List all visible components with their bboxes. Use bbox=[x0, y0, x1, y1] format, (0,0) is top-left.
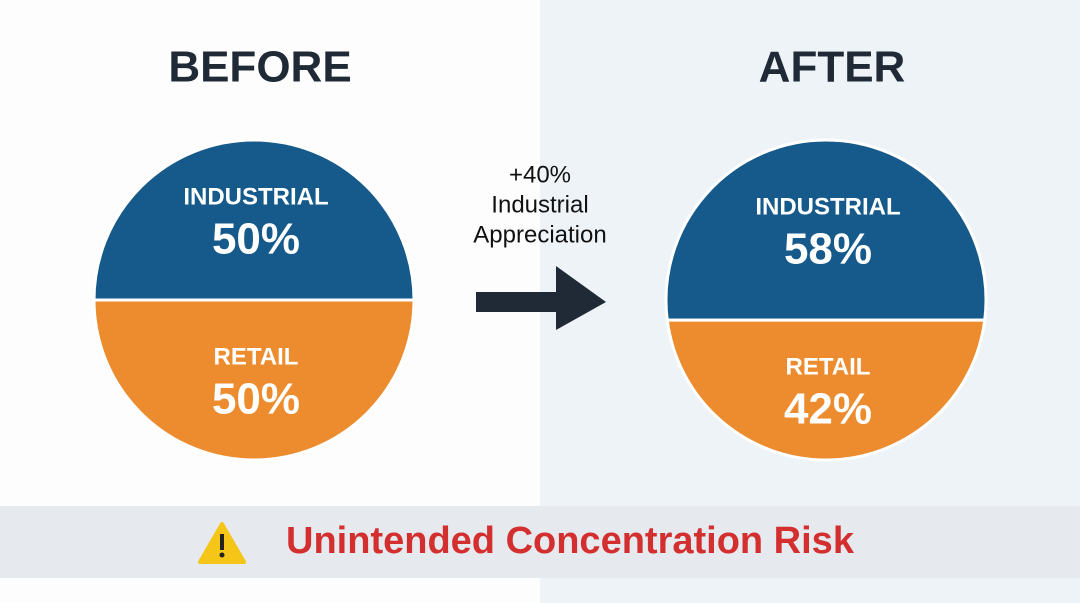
segment-name: INDUSTRIAL bbox=[755, 193, 900, 220]
arrow-shaft bbox=[476, 292, 560, 312]
banner-text: Unintended Concentration Risk bbox=[286, 520, 855, 562]
pie-segment bbox=[92, 298, 416, 462]
chart-title: AFTER bbox=[759, 43, 906, 92]
warning-bar bbox=[220, 534, 224, 550]
annotation-line: Appreciation bbox=[473, 221, 606, 248]
annotation-line: +40% bbox=[509, 161, 571, 188]
segment-value: 50% bbox=[212, 215, 300, 264]
segment-value: 58% bbox=[784, 225, 872, 274]
annotation-line: Industrial bbox=[491, 191, 588, 218]
segment-value: 50% bbox=[212, 375, 300, 424]
segment-name: RETAIL bbox=[786, 353, 871, 380]
segment-name: INDUSTRIAL bbox=[183, 183, 328, 210]
pie-segment bbox=[665, 318, 987, 462]
arrow bbox=[476, 266, 606, 330]
segment-value: 42% bbox=[784, 385, 872, 434]
chart-title: BEFORE bbox=[168, 43, 351, 92]
warning-dot bbox=[219, 552, 225, 558]
banner bbox=[0, 506, 1080, 578]
warning-icon bbox=[198, 522, 246, 564]
segment-name: RETAIL bbox=[214, 343, 299, 370]
arrow-head bbox=[556, 266, 606, 330]
